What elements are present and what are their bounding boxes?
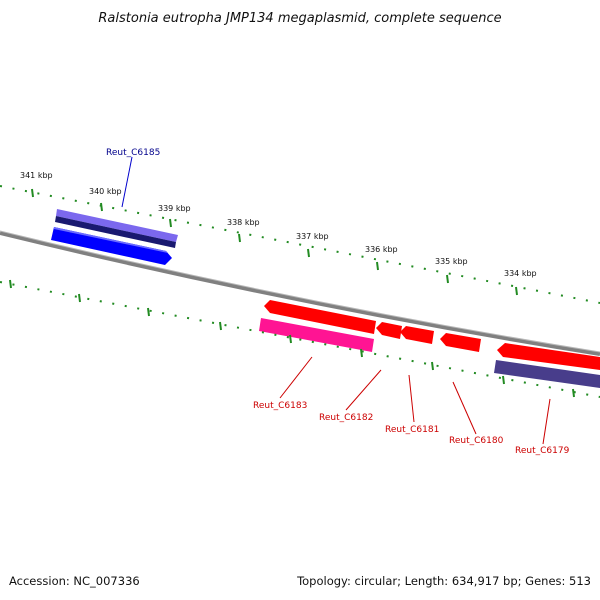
gene-label-reut-c6185[interactable]: Reut_C6185 [106,148,160,158]
scale-label: 335 kbp [435,257,468,266]
scale-labels: 341 kbp 340 kbp 339 kbp 338 kbp 337 kbp … [20,171,537,278]
scale-label: 341 kbp [20,171,53,180]
gene-reut-c6179-cds[interactable] [494,360,600,388]
scale-label: 340 kbp [89,187,122,196]
gene-reut-c6185-cds-dark[interactable] [55,216,176,248]
gene-label-reut-c6182[interactable]: Reut_C6182 [319,413,373,423]
major-tick [9,279,12,289]
major-tick [376,261,379,271]
major-tick [360,348,363,358]
major-tick [169,218,172,228]
gene-reut-c6185-arrow-highlight [54,227,168,253]
gene-reut-c6183-cds[interactable] [259,318,374,352]
scale-label: 334 kbp [504,269,537,278]
major-tick [572,388,575,398]
map-title: Ralstonia eutropha JMP134 megaplasmid, c… [98,11,501,26]
major-tick [147,307,150,317]
major-tick [100,202,103,212]
outer-tick-ring-dots [0,185,600,304]
gene-reut-c6180-arrow[interactable] [440,333,481,352]
gene-reut-c6185-cds[interactable] [56,209,178,242]
gene-reut-c6181-arrow[interactable] [400,326,434,344]
reverse-features [259,300,600,388]
scale-label: 339 kbp [158,204,191,213]
gene-reut-c6179-arrow[interactable] [497,343,600,370]
gene-label-reut-c6181[interactable]: Reut_C6181 [385,425,439,435]
scale-label: 338 kbp [227,218,260,227]
major-tick [431,361,434,371]
gene-reut-c6183-arrow[interactable] [264,300,376,334]
plasmid-backbone-highlight [0,230,600,353]
major-tick [31,188,34,198]
gene-label-leaders [121,156,551,445]
major-tick [219,321,222,331]
major-tick [289,334,292,344]
inner-tick-ring [0,279,600,398]
gene-reut-c6182-arrow[interactable] [376,322,402,339]
major-tick [502,375,505,385]
plasmid-backbone [0,231,600,356]
gene-label-reut-c6183[interactable]: Reut_C6183 [253,401,307,411]
leader-reut-c6183 [279,356,313,399]
major-tick [307,248,310,258]
scale-label: 336 kbp [365,245,398,254]
major-tick [238,233,241,243]
leader-reut-c6182 [345,369,382,411]
gene-label-reut-c6180[interactable]: Reut_C6180 [449,436,504,446]
leader-reut-c6181 [408,374,415,423]
gene-reut-c6185-arrow[interactable] [51,227,172,265]
inner-tick-ring-dots [0,281,600,398]
major-tick [446,274,449,284]
accession-text: Accession: NC_007336 [9,574,140,588]
outer-tick-ring [0,185,600,304]
gene-label-reut-c6179[interactable]: Reut_C6179 [515,446,570,456]
summary-text: Topology: circular; Length: 634,917 bp; … [296,574,591,588]
leader-reut-c6180 [452,381,477,435]
leader-reut-c6179 [542,398,551,445]
forward-features [51,209,178,265]
gene-labels: Reut_C6185 Reut_C6183 Reut_C6182 Reut_C6… [106,148,570,456]
major-tick [515,286,518,296]
scale-label: 337 kbp [296,232,329,241]
major-tick [78,293,81,303]
leader-reut-c6185 [121,156,133,208]
